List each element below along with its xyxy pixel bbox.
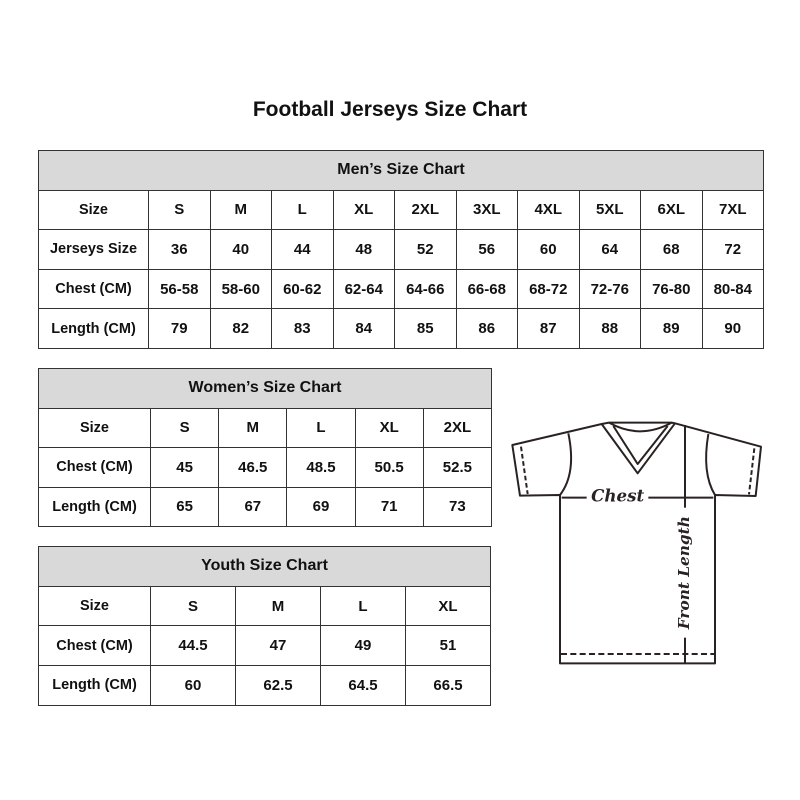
- table-cell: 89: [640, 308, 703, 349]
- table-cell: 51: [405, 625, 491, 667]
- table-cell: 66.5: [405, 665, 491, 706]
- row-label: Length (CM): [38, 308, 149, 349]
- row-label: Size: [38, 189, 149, 231]
- table-cell: 40: [209, 229, 272, 270]
- table-cell: 46.5: [218, 447, 288, 488]
- table-cell: S: [150, 585, 236, 627]
- row-label: Chest (CM): [38, 625, 151, 667]
- table-row: Length (CM) 79 82 83 84 85 86 87 88 89 90: [38, 308, 764, 349]
- table-cell: 44.5: [150, 625, 236, 667]
- page-title: Football Jerseys Size Chart: [252, 98, 528, 121]
- table-cell: 88: [578, 308, 641, 349]
- table-cell: 79: [148, 308, 211, 349]
- table-cell: 71: [354, 486, 424, 527]
- table-cell: 60-62: [271, 268, 334, 310]
- table-cell: 66-68: [455, 268, 518, 310]
- table-cell: 48: [332, 229, 395, 270]
- table-row: Length (CM) 65 67 69 71 73: [38, 486, 493, 527]
- table-cell: 62-64: [332, 268, 395, 310]
- table-cell: 73: [422, 486, 493, 527]
- chest-label: Chest: [591, 486, 644, 506]
- table-cell: 50.5: [354, 447, 424, 488]
- womens-size-table: Women’s Size Chart Size S M L XL 2XL Chest (CM)…: [38, 368, 493, 527]
- table-cell: 62.5: [235, 665, 321, 706]
- table-cell: 56-58: [148, 268, 211, 310]
- table-cell: 64: [578, 229, 641, 270]
- row-label: Jerseys Size: [38, 229, 149, 270]
- table-cell: L: [271, 189, 334, 231]
- table-cell: 72: [701, 229, 764, 270]
- row-label: Chest (CM): [38, 447, 151, 488]
- table-cell: S: [149, 407, 220, 448]
- row-label: Chest (CM): [38, 268, 149, 310]
- table-row: Jerseys Size 36 40 44 48 52 56 60 64 68 72: [38, 229, 764, 270]
- table-cell: 4XL: [517, 189, 580, 231]
- table-cell: 36: [148, 229, 211, 270]
- table-cell: 2XL: [394, 189, 457, 231]
- table-cell: 52.5: [422, 447, 493, 488]
- table-cell: 69: [286, 486, 356, 527]
- table-row: Chest (CM) 56-58 58-60 60-62 62-64 64-66 66-68…: [38, 268, 764, 310]
- table-cell: 64.5: [320, 665, 406, 706]
- table-cell: 45: [149, 447, 220, 488]
- table-cell: 85: [394, 308, 457, 349]
- table-cell: 2XL: [422, 407, 493, 448]
- table-cell: 80-84: [701, 268, 764, 310]
- table-cell: 83: [271, 308, 334, 349]
- table-cell: L: [286, 407, 356, 448]
- table-cell: 49: [320, 625, 406, 667]
- table-row: Size S M L XL 2XL: [38, 407, 493, 448]
- front-length-label: Front Length: [675, 516, 693, 630]
- table-cell: 48.5: [286, 447, 356, 488]
- table-cell: 82: [209, 308, 272, 349]
- mens-size-table: Men’s Size Chart Size S M L XL 2XL 3XL 4XL 5XL 6XL…: [38, 150, 764, 349]
- table-cell: 68-72: [517, 268, 580, 310]
- table-cell: 60: [517, 229, 580, 270]
- table-row: Size S M L XL: [38, 585, 491, 627]
- row-label: Length (CM): [38, 486, 151, 527]
- table-cell: 76-80: [640, 268, 703, 310]
- shirt-outline: [511, 422, 762, 665]
- table-cell: 44: [271, 229, 334, 270]
- table-cell: 3XL: [455, 189, 518, 231]
- table-cell: XL: [405, 585, 491, 627]
- table-cell: XL: [332, 189, 395, 231]
- table-cell: 56: [455, 229, 518, 270]
- table-cell: 84: [332, 308, 395, 349]
- table-cell: 64-66: [394, 268, 457, 310]
- table-cell: 87: [517, 308, 580, 349]
- jersey-diagram-icon: Chest Front Length: [511, 421, 762, 665]
- table-cell: XL: [354, 407, 424, 448]
- row-label: Length (CM): [38, 665, 151, 706]
- row-label: Size: [38, 407, 151, 448]
- table-cell: S: [148, 189, 211, 231]
- table-cell: 60: [150, 665, 236, 706]
- table-cell: 5XL: [578, 189, 641, 231]
- table-cell: 58-60: [209, 268, 272, 310]
- table-cell: M: [235, 585, 321, 627]
- men-caption: Men’s Size Chart: [38, 150, 764, 191]
- table-cell: 72-76: [578, 268, 641, 310]
- table-row: Size S M L XL 2XL 3XL 4XL 5XL 6XL 7XL: [38, 189, 764, 231]
- table-cell: 86: [455, 308, 518, 349]
- table-cell: 67: [218, 486, 288, 527]
- table-cell: 52: [394, 229, 457, 270]
- table-cell: 90: [701, 308, 764, 349]
- table-row: Chest (CM) 44.5 47 49 51: [38, 625, 491, 667]
- table-cell: 68: [640, 229, 703, 270]
- youth-size-table: Youth Size Chart Size S M L XL Chest (CM) 44.5 4…: [38, 546, 491, 706]
- table-cell: 65: [149, 486, 220, 527]
- table-row: Length (CM) 60 62.5 64.5 66.5: [38, 665, 491, 706]
- table-cell: L: [320, 585, 406, 627]
- women-caption: Women’s Size Chart: [38, 368, 492, 409]
- collar: [600, 421, 676, 475]
- table-cell: 47: [235, 625, 321, 667]
- table-row: Chest (CM) 45 46.5 48.5 50.5 52.5: [38, 447, 493, 488]
- row-label: Size: [38, 585, 151, 627]
- youth-caption: Youth Size Chart: [38, 546, 491, 587]
- table-cell: M: [209, 189, 272, 231]
- table-cell: M: [218, 407, 288, 448]
- table-cell: 7XL: [701, 189, 764, 231]
- table-cell: 6XL: [640, 189, 703, 231]
